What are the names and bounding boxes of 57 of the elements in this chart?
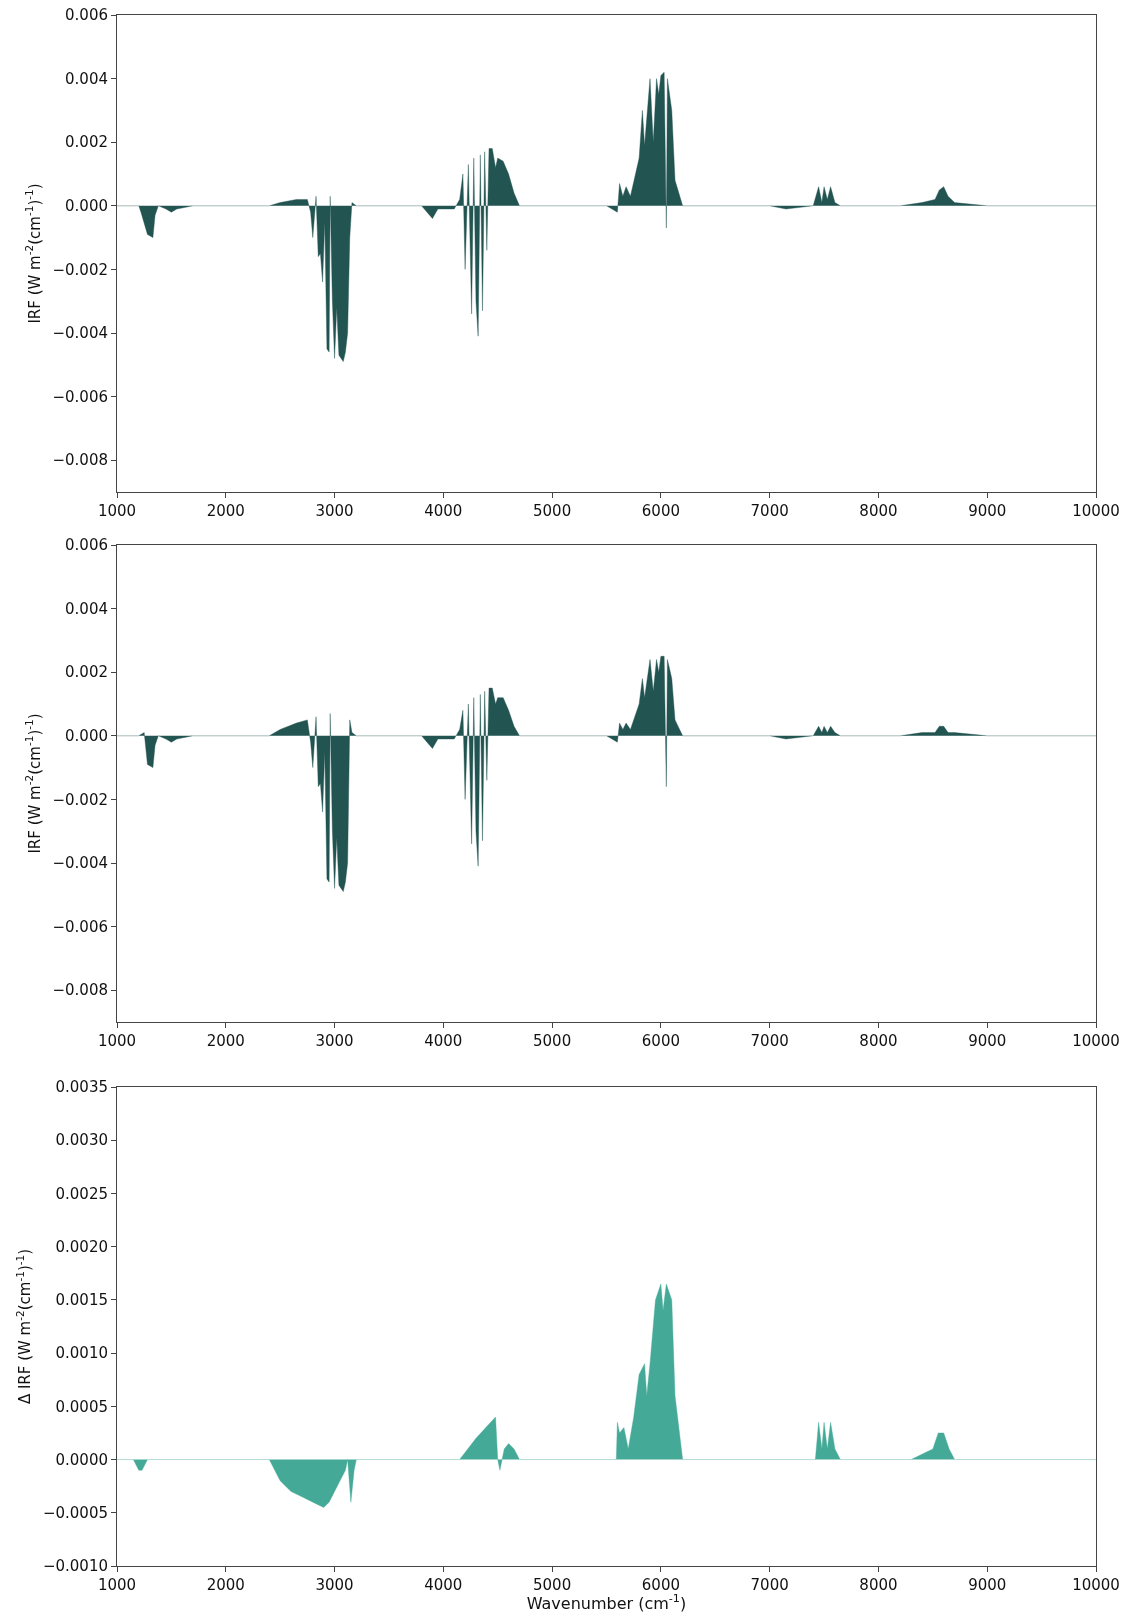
y-tick-label: −0.006 (52, 917, 108, 936)
x-tick-label: 10000 (1072, 1576, 1120, 1594)
y-tick-label: 0.0030 (55, 1131, 108, 1150)
y-tick-label: 0.0005 (55, 1397, 108, 1416)
y-tick-label: −0.002 (52, 260, 108, 279)
x-tick-label: 8000 (859, 1576, 898, 1594)
y-tick-label: 0.004 (65, 599, 108, 618)
x-tick-label: 4000 (424, 1032, 463, 1050)
x-tick-label: 3000 (315, 502, 354, 520)
x-tick-label: 2000 (206, 502, 245, 520)
y-tick-label: 0.0020 (55, 1237, 108, 1256)
y-tick-label: 0.0035 (55, 1078, 108, 1097)
x-tick-label: 1000 (97, 1032, 137, 1050)
x-tick-label: 3000 (315, 1032, 354, 1050)
x-axis-title: Wavenumber (cm$^{-1}$) (526, 1592, 687, 1613)
x-tick-label: 6000 (641, 1576, 680, 1594)
x-tick-label: 1000 (97, 502, 137, 520)
y-tick-label: 0.0015 (55, 1291, 108, 1310)
y-tick-label: −0.002 (52, 790, 108, 809)
x-tick-label: 6000 (641, 502, 680, 520)
x-tick-label: 5000 (533, 502, 572, 520)
y-tick-label: 0.0010 (55, 1344, 108, 1363)
x-tick-label: 10000 (1072, 502, 1120, 520)
x-tick-label: 9000 (968, 1032, 1007, 1050)
x-tick-label: 10000 (1072, 1032, 1120, 1050)
x-tick-label: 4000 (424, 1576, 463, 1594)
y-tick-label: −0.008 (52, 981, 108, 1000)
y-tick-label: −0.006 (52, 387, 108, 406)
y-tick-label: 0.000 (65, 197, 108, 216)
y-tick-label: −0.0010 (42, 1557, 108, 1576)
x-tick-label: 1000 (97, 1576, 137, 1594)
y-tick-label: 0.0025 (55, 1184, 108, 1203)
x-tick-label: 5000 (533, 1032, 572, 1050)
x-tick-label: 7000 (750, 1576, 789, 1594)
x-tick-label: 8000 (859, 1032, 898, 1050)
y-tick-label: 0.000 (65, 727, 108, 746)
y-tick-label: 0.004 (65, 69, 108, 88)
x-tick-label: 9000 (968, 1576, 1007, 1594)
y-tick-label: −0.004 (52, 854, 108, 873)
x-tick-label: 9000 (968, 502, 1007, 520)
x-tick-label: 7000 (750, 1032, 789, 1050)
y-tick-label: −0.004 (52, 324, 108, 343)
y-tick-label: −0.008 (52, 451, 108, 470)
y-tick-label: 0.006 (65, 536, 108, 555)
y-tick-label: 0.006 (65, 6, 108, 25)
x-tick-label: 6000 (641, 1032, 680, 1050)
x-tick-label: 5000 (533, 1576, 572, 1594)
x-tick-label: 8000 (859, 502, 898, 520)
y-tick-label: 0.0000 (55, 1450, 108, 1469)
x-tick-label: 3000 (315, 1576, 354, 1594)
x-tick-label: 2000 (206, 1032, 245, 1050)
y-tick-label: −0.0005 (42, 1504, 108, 1523)
x-tick-label: 2000 (206, 1576, 245, 1594)
y-tick-label: 0.002 (65, 133, 108, 152)
x-tick-label: 7000 (750, 502, 789, 520)
x-tick-label: 4000 (424, 502, 463, 520)
y-tick-label: 0.002 (65, 663, 108, 682)
